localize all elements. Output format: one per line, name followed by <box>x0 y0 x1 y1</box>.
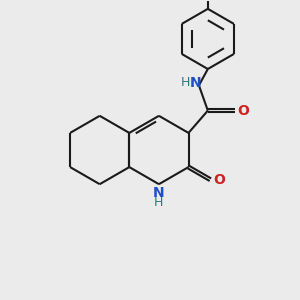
Text: O: O <box>213 173 225 187</box>
Text: O: O <box>238 103 249 118</box>
Text: H: H <box>181 76 190 89</box>
Text: H: H <box>154 196 164 209</box>
Text: N: N <box>190 76 201 90</box>
Text: N: N <box>153 185 165 200</box>
